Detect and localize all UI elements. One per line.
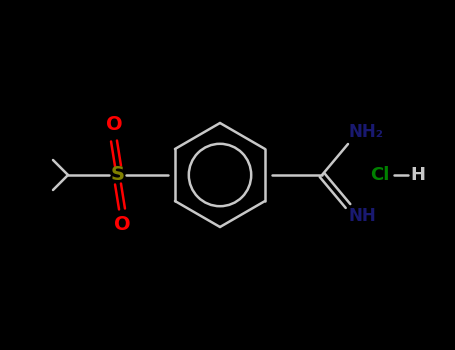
Text: NH₂: NH₂	[349, 123, 384, 141]
Text: O: O	[114, 216, 130, 234]
Text: H: H	[410, 166, 425, 184]
Text: S: S	[111, 166, 125, 184]
Text: O: O	[106, 116, 122, 134]
Text: NH: NH	[348, 207, 376, 225]
Text: Cl: Cl	[370, 166, 389, 184]
